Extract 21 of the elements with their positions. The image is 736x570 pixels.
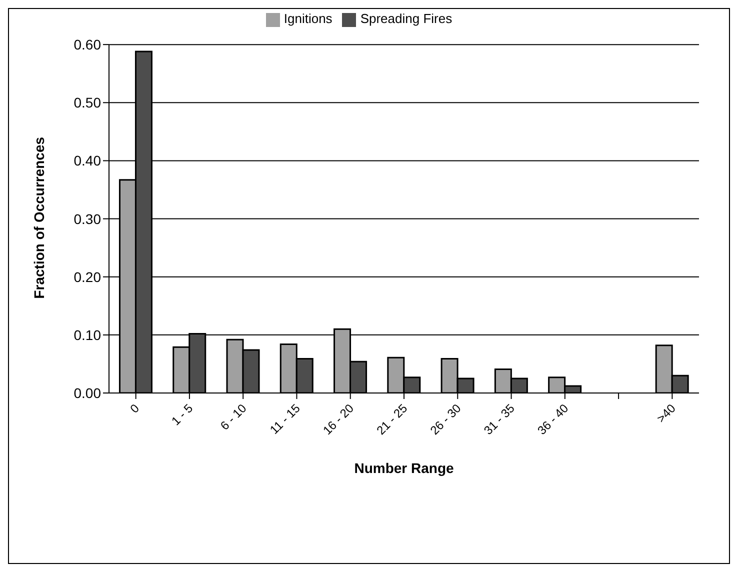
legend-label: Spreading Fires [360,11,452,26]
x-axis-title: Number Range [354,460,454,476]
y-tick-label: 0.00 [74,384,102,401]
y-tick-label: 0.20 [74,268,102,285]
y-tick-label: 0.50 [74,94,102,111]
x-tick-label: 11 - 15 [267,400,304,437]
y-tick-label: 0.40 [74,152,102,169]
y-tick-label: 0.60 [74,36,102,53]
x-tick-label: 31 - 35 [481,400,518,438]
y-tick-label: 0.30 [74,210,102,227]
y-tick-label: 0.10 [74,326,102,343]
x-tick-label: 36 - 40 [534,400,572,438]
x-tick-label: >40 [654,400,679,426]
legend-label: Ignitions [284,11,332,26]
x-tick-label: 21 - 25 [374,400,410,438]
x-tick-label: 0 [127,401,142,416]
x-tick-label: 6 - 10 [218,400,250,433]
x-tick-label: 26 - 30 [427,400,464,438]
x-tick-label: 16 - 20 [320,400,357,438]
x-tick-label: 1 - 5 [168,400,196,428]
y-axis-title: Fraction of Occurrences [30,136,47,299]
